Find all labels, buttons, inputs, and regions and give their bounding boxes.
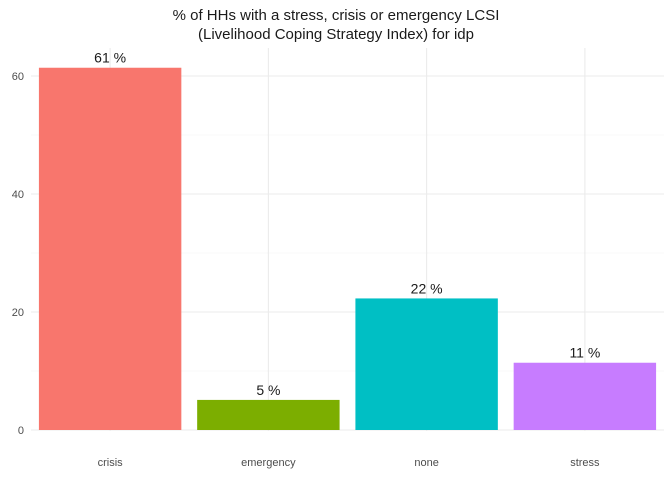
data-label-crisis: 61 % <box>94 50 126 66</box>
data-label-stress: 11 % <box>569 345 600 361</box>
bar-crisis <box>38 67 182 431</box>
data-label-emergency: 5 % <box>256 382 280 398</box>
x-tick-label: emergency <box>241 457 296 469</box>
bars <box>38 67 657 431</box>
y-tick-label: 0 <box>18 425 24 437</box>
data-label-none: 22 % <box>411 280 443 296</box>
bar-stress <box>513 362 657 430</box>
bar-none <box>355 298 498 430</box>
y-tick-label: 20 <box>12 307 24 319</box>
x-tick-label: none <box>414 457 438 469</box>
chart-title-line-2: (Livelihood Coping Strategy Index) for i… <box>198 26 474 43</box>
chart-title: % of HHs with a stress, crisis or emerge… <box>0 6 672 44</box>
x-tick-label: stress <box>570 457 600 469</box>
bar-emergency <box>197 399 340 430</box>
x-axis-ticks: crisis emergency none stress <box>98 457 600 469</box>
x-tick-label: crisis <box>98 457 124 469</box>
chart-title-line-1: % of HHs with a stress, crisis or emerge… <box>172 7 500 24</box>
y-axis-ticks: 0 20 40 60 <box>12 71 24 437</box>
y-tick-label: 60 <box>12 71 24 83</box>
data-labels: 61 % 5 % 22 % 11 % <box>94 50 600 398</box>
y-tick-label: 40 <box>12 189 24 201</box>
